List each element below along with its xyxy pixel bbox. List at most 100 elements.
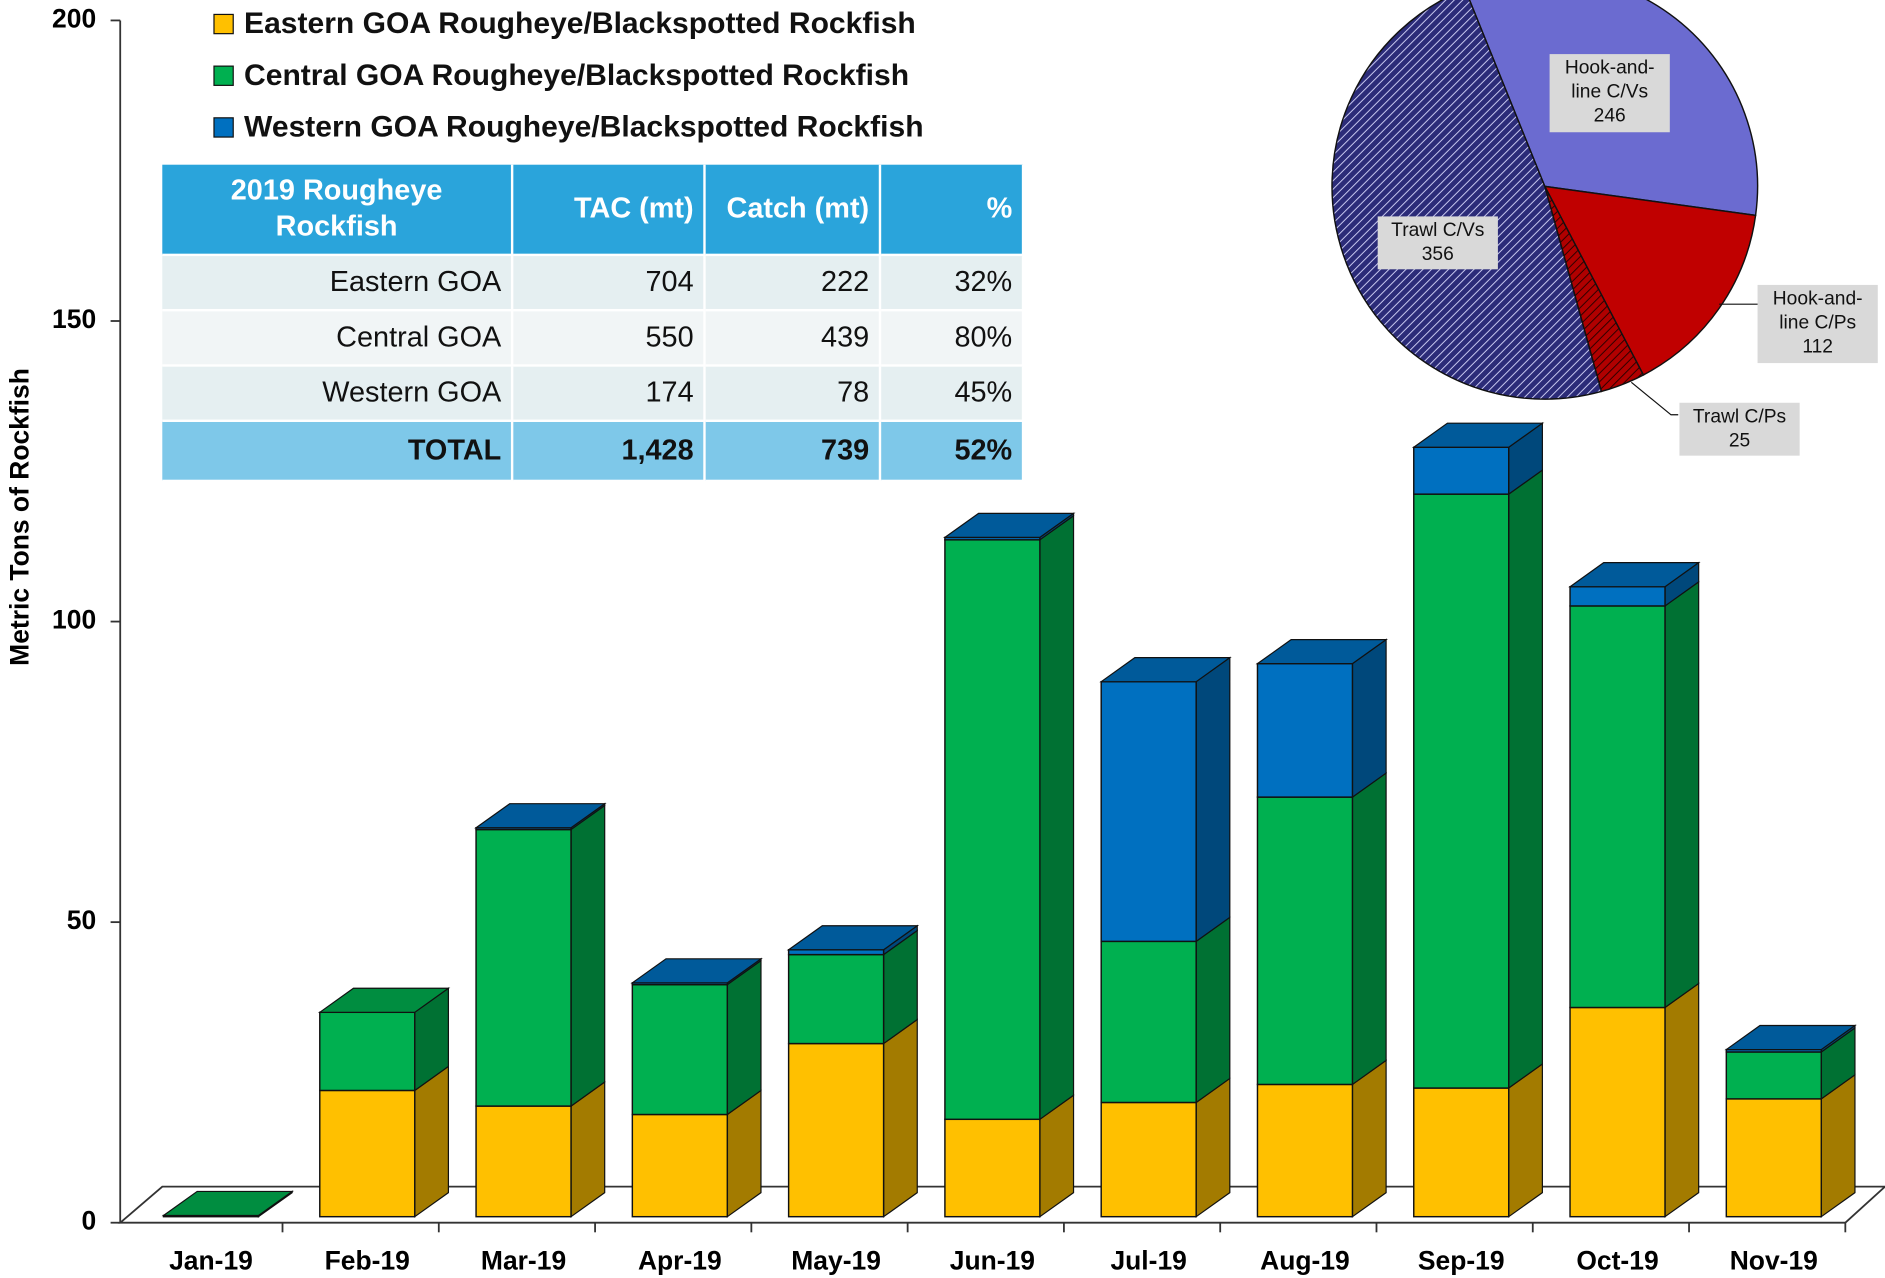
x-tick-label: Nov-19 [1730, 1245, 1818, 1275]
bar-top [474, 803, 607, 829]
table-cell: TOTAL [162, 420, 514, 483]
bar [1100, 680, 1197, 943]
bar [1256, 796, 1354, 1086]
table-row: Eastern GOA 704 222 32% [162, 254, 1025, 312]
bar [1413, 493, 1510, 1089]
table-header-cell: TAC (mt) [512, 164, 706, 257]
bar-top [1255, 639, 1388, 665]
bar [787, 953, 885, 1045]
table-cell: 52% [879, 420, 1025, 483]
legend-label: Eastern GOA Rougheye/Blackspotted Rockfi… [244, 7, 916, 40]
bar-side [1664, 982, 1700, 1218]
leader-line [1630, 381, 1679, 416]
bar-side [1351, 771, 1387, 1086]
pie-label: Trawl C/Ps [1693, 406, 1786, 427]
x-tick-label: Aug-19 [1260, 1245, 1350, 1275]
pie-label-box [1377, 216, 1498, 270]
table-cell: Western GOA [162, 365, 514, 422]
bar-top [161, 1190, 295, 1217]
bar-side [1039, 514, 1075, 1121]
legend-swatch [213, 117, 234, 138]
bar-side [1508, 1062, 1543, 1218]
table-row: Central GOA 550 439 80% [162, 310, 1025, 367]
y-axis-label: Metric Tons of Rockfish [5, 368, 35, 666]
pie-label-box [1549, 54, 1670, 133]
table-cell: 174 [512, 365, 706, 422]
bar [944, 1118, 1041, 1218]
bar-side [1195, 656, 1231, 943]
bar [631, 1113, 729, 1218]
bar-side [414, 1065, 450, 1218]
pie-label: Hook-and- [1773, 288, 1863, 309]
table-row: Western GOA 174 78 45% [162, 365, 1025, 422]
bar [319, 1089, 416, 1218]
table-total-row: TOTAL 1,428 739 52% [162, 420, 1025, 483]
bar [787, 949, 885, 956]
table-cell: 222 [704, 254, 882, 312]
table-cell: 1,428 [512, 420, 706, 483]
bar-side [726, 959, 762, 1116]
bar [1569, 1006, 1666, 1218]
x-tick-label: May-19 [791, 1245, 881, 1275]
pie-label-box [1757, 284, 1878, 364]
bar [475, 1105, 572, 1218]
bar-side [882, 1018, 918, 1218]
x-tick-label: Mar-19 [481, 1245, 566, 1275]
bar-top [630, 958, 763, 984]
bar [1256, 662, 1354, 798]
bar-top [943, 512, 1076, 539]
table-header-cell: 2019 Rougheye Rockfish [162, 164, 514, 257]
table-cell: 739 [704, 420, 882, 483]
bar-side [1351, 1059, 1387, 1218]
table-cell: 439 [704, 310, 882, 367]
pie-slice [1543, 185, 1757, 376]
legend-label: Central GOA Rougheye/Blackspotted Rockfi… [244, 59, 909, 92]
pie-label: line C/Vs [1571, 82, 1648, 103]
pie-label: Hook-and- [1565, 58, 1655, 79]
bar-top [1724, 1024, 1857, 1051]
bar [1100, 1101, 1197, 1218]
table-header-cell: Catch (mt) [704, 164, 882, 257]
y-tick-label: 0 [81, 1206, 96, 1236]
table-cell: 550 [512, 310, 706, 367]
table-cell: 80% [879, 310, 1025, 367]
bar [1725, 1098, 1823, 1218]
table-cell: Eastern GOA [162, 254, 514, 312]
x-tick-label: Oct-19 [1576, 1245, 1658, 1275]
bar [1100, 940, 1197, 1104]
bar-side [1351, 638, 1387, 799]
y-tick-label: 200 [52, 3, 96, 33]
bar [1569, 585, 1666, 607]
table-cell: 32% [879, 254, 1025, 312]
y-tick-label: 150 [52, 304, 96, 334]
bar [1256, 1083, 1354, 1218]
pie-value: 112 [1802, 337, 1833, 358]
bar-side [1508, 468, 1543, 1090]
bar [787, 1042, 885, 1218]
bar [631, 983, 729, 1116]
bar-side [570, 804, 606, 1108]
bar-side [1195, 916, 1231, 1104]
bar [1725, 1051, 1823, 1100]
bar-top [1568, 562, 1701, 588]
bar [1413, 446, 1510, 495]
table-cell: 45% [879, 365, 1025, 422]
x-tick-label: Feb-19 [325, 1245, 410, 1275]
pie-value: 25 [1729, 430, 1750, 451]
table-header-cell: % [879, 164, 1025, 257]
summary-table: 2019 Rougheye Rockfish TAC (mt) Catch (mt)… [162, 164, 1025, 483]
legend-swatch [213, 13, 234, 35]
bar [319, 1011, 416, 1092]
pie-slice [1331, 0, 1603, 400]
legend-label: Western GOA Rougheye/Blackspotted Rockfi… [244, 111, 924, 144]
bar [1413, 1087, 1510, 1218]
pie-value: 356 [1422, 244, 1454, 265]
x-tick-label: Apr-19 [638, 1245, 722, 1275]
bar [475, 828, 572, 1107]
bar-side [1820, 1073, 1856, 1218]
bar-top [1411, 422, 1545, 448]
table-cell: Central GOA [162, 310, 514, 367]
table-cell: 704 [512, 254, 706, 312]
bar [944, 539, 1041, 1121]
